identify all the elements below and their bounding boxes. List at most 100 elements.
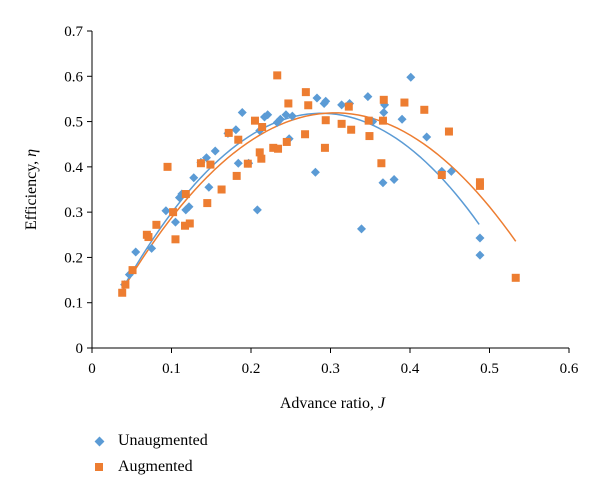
point-augmented <box>284 99 293 108</box>
legend: Unaugmented Augmented <box>90 428 208 480</box>
point-augmented <box>118 288 127 297</box>
point-unaugmented <box>446 166 456 176</box>
point-augmented <box>364 116 373 125</box>
legend-label-augmented: Augmented <box>118 458 193 475</box>
point-unaugmented <box>310 167 320 177</box>
x-tick-label: 0.1 <box>162 361 181 377</box>
point-augmented <box>185 219 194 228</box>
point-augmented <box>152 220 161 229</box>
point-augmented <box>224 128 233 137</box>
point-augmented <box>273 71 282 80</box>
y-tick-label: 0 <box>76 341 84 357</box>
y-tick-label: 0.5 <box>64 115 83 131</box>
point-augmented <box>301 130 310 139</box>
legend-item-unaugmented: Unaugmented <box>90 428 208 454</box>
point-unaugmented <box>475 233 485 243</box>
point-augmented <box>255 148 264 157</box>
point-augmented <box>250 116 259 125</box>
point-unaugmented <box>337 100 347 110</box>
point-augmented <box>378 116 387 125</box>
point-augmented <box>121 280 130 289</box>
data-points <box>118 71 520 297</box>
x-tick-label: 0.5 <box>480 361 499 377</box>
point-unaugmented <box>161 206 171 216</box>
x-tick-label: 0.6 <box>560 361 579 377</box>
y-axis-title: Efficiency, η <box>23 149 40 230</box>
point-unaugmented <box>363 92 373 102</box>
point-unaugmented <box>406 72 416 82</box>
point-unaugmented <box>422 132 432 142</box>
point-augmented <box>365 132 374 141</box>
scatter-chart: 0 0.1 0.2 0.3 0.4 0.5 0.6 0.7 0 0.1 0.2 0.3 0.4 0.5 0.… <box>23 24 579 412</box>
point-augmented <box>181 221 190 230</box>
point-augmented <box>257 154 266 163</box>
point-unaugmented <box>263 110 273 120</box>
point-augmented <box>196 159 205 168</box>
point-augmented <box>379 95 388 104</box>
y-tick-label: 0.2 <box>64 250 83 266</box>
point-unaugmented <box>357 224 367 234</box>
point-unaugmented <box>210 146 220 156</box>
y-axis-title-text: Efficiency, <box>23 157 40 230</box>
point-augmented <box>169 208 178 217</box>
x-tick-label: 0.3 <box>321 361 340 377</box>
point-unaugmented <box>189 173 199 183</box>
point-augmented <box>274 144 283 153</box>
point-augmented <box>128 266 137 275</box>
point-augmented <box>206 160 215 169</box>
point-unaugmented <box>379 108 389 118</box>
point-augmented <box>203 199 212 208</box>
point-unaugmented <box>287 111 297 121</box>
point-unaugmented <box>475 250 485 260</box>
point-augmented <box>163 162 172 171</box>
square-marker-icon <box>90 458 108 476</box>
point-unaugmented <box>397 114 407 124</box>
point-augmented <box>234 135 243 144</box>
point-augmented <box>344 102 353 111</box>
point-unaugmented <box>312 93 322 103</box>
point-augmented <box>337 119 346 128</box>
point-augmented <box>420 105 429 114</box>
point-unaugmented <box>131 247 141 257</box>
x-axis-title: Advance ratio, J <box>280 395 386 412</box>
point-augmented <box>321 116 330 125</box>
point-unaugmented <box>231 125 241 135</box>
x-axis-title-text: Advance ratio, <box>280 395 378 412</box>
point-augmented <box>301 88 310 97</box>
point-augmented <box>217 185 226 194</box>
point-augmented <box>320 143 329 152</box>
y-tick-label: 0.4 <box>64 160 83 176</box>
point-unaugmented <box>184 202 194 212</box>
axes <box>91 31 569 349</box>
point-augmented <box>171 235 180 244</box>
point-unaugmented <box>378 178 388 188</box>
point-unaugmented <box>204 182 214 192</box>
point-augmented <box>181 190 190 199</box>
point-unaugmented <box>237 108 247 118</box>
point-augmented <box>347 125 356 134</box>
point-unaugmented <box>281 110 291 120</box>
legend-label-unaugmented: Unaugmented <box>118 432 208 449</box>
point-augmented <box>144 233 153 242</box>
point-unaugmented <box>170 217 180 227</box>
point-unaugmented <box>252 205 262 215</box>
point-unaugmented <box>233 158 243 168</box>
y-tick-label: 0.6 <box>64 69 83 85</box>
point-augmented <box>269 143 278 152</box>
point-augmented <box>243 159 252 168</box>
y-tick-label: 0.1 <box>64 296 83 312</box>
y-tick-label: 0.7 <box>64 24 83 40</box>
x-tick-label: 0 <box>88 361 96 377</box>
point-unaugmented <box>389 175 399 185</box>
legend-item-augmented: Augmented <box>90 454 208 480</box>
point-augmented <box>232 171 241 180</box>
point-unaugmented <box>147 243 157 253</box>
x-axis-title-var: J <box>378 395 386 412</box>
point-augmented <box>400 98 409 107</box>
point-augmented <box>444 127 453 136</box>
trendline-augmented <box>121 112 517 291</box>
y-axis-title-var: η <box>23 149 40 157</box>
point-unaugmented <box>321 96 331 106</box>
point-augmented <box>437 171 446 180</box>
point-unaugmented <box>275 114 285 124</box>
